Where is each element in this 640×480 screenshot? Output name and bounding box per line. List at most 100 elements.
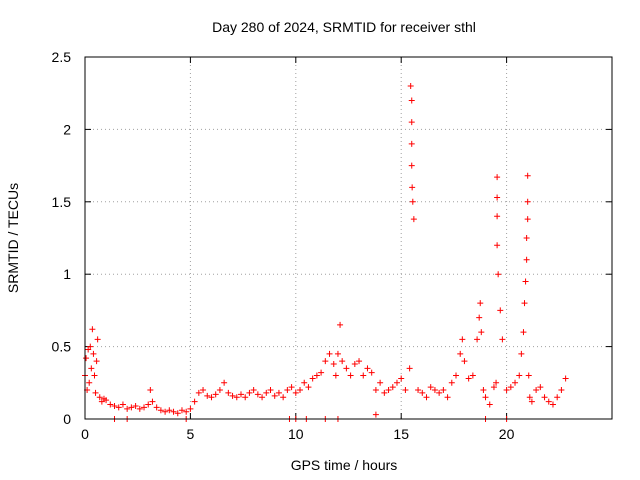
data-point (124, 405, 131, 412)
data-point (246, 389, 253, 396)
data-point (409, 184, 416, 191)
data-point (486, 401, 493, 408)
data-point (259, 394, 266, 401)
data-point (280, 394, 287, 401)
data-point (318, 369, 325, 376)
data-point (494, 213, 501, 220)
data-point (381, 389, 388, 396)
data-point (436, 389, 443, 396)
data-point (132, 402, 139, 409)
x-tick-label: 10 (288, 426, 304, 442)
data-point (457, 350, 464, 357)
data-point (478, 329, 485, 336)
data-point (523, 256, 530, 263)
data-point (141, 404, 148, 411)
data-point (136, 405, 143, 412)
data-point (195, 389, 202, 396)
data-point (330, 360, 337, 367)
data-point (322, 358, 329, 365)
data-point (469, 372, 476, 379)
data-point (526, 394, 533, 401)
data-point (415, 387, 422, 394)
data-point (332, 372, 339, 379)
data-point (212, 391, 219, 398)
data-point (174, 410, 181, 417)
data-point (200, 387, 207, 394)
data-point (337, 321, 344, 328)
data-point (477, 300, 484, 307)
x-tick-label: 0 (81, 426, 89, 442)
data-point (493, 379, 500, 386)
y-tick-label: 0 (63, 411, 71, 427)
data-point (364, 365, 371, 372)
data-point (558, 387, 565, 394)
data-point (305, 384, 312, 391)
data-point (549, 401, 556, 408)
data-point (351, 360, 358, 367)
data-point (313, 372, 320, 379)
data-point (157, 407, 164, 414)
data-point (115, 404, 122, 411)
data-point (92, 389, 99, 396)
data-point (408, 97, 415, 104)
data-point (521, 300, 528, 307)
y-tick-label: 2 (63, 121, 71, 137)
data-point (385, 387, 392, 394)
data-point (89, 326, 96, 333)
data-point (111, 402, 118, 409)
data-point (301, 379, 308, 386)
data-point (326, 350, 333, 357)
data-point (221, 379, 228, 386)
data-point (372, 387, 379, 394)
data-point (562, 375, 569, 382)
y-tick-label: 1.5 (52, 194, 72, 210)
x-tick-label: 15 (393, 426, 409, 442)
data-point (86, 379, 93, 386)
data-point (461, 358, 468, 365)
data-point (297, 387, 304, 394)
data-point (162, 408, 169, 415)
data-point (523, 235, 530, 241)
data-point (507, 384, 514, 391)
data-point (356, 358, 363, 365)
data-point (225, 389, 232, 396)
data-point (409, 198, 416, 205)
data-point (204, 392, 211, 399)
data-point (528, 398, 535, 405)
data-point (440, 387, 447, 394)
data-point (476, 314, 483, 321)
data-point (407, 82, 414, 89)
data-point (334, 350, 341, 357)
data-point (524, 172, 531, 179)
data-point (389, 384, 396, 391)
data-point (83, 355, 90, 362)
data-points (82, 82, 569, 422)
data-point (170, 408, 177, 415)
data-point (284, 387, 291, 394)
data-point (480, 387, 487, 394)
data-point (191, 398, 198, 405)
data-point (128, 404, 135, 411)
data-point (427, 384, 434, 391)
data-point (153, 404, 160, 411)
data-point (93, 358, 100, 365)
data-point (482, 394, 489, 401)
data-point (444, 394, 451, 401)
data-point (145, 401, 152, 408)
data-point (554, 394, 561, 401)
data-point (410, 216, 417, 223)
data-point (408, 140, 415, 147)
data-point (499, 336, 506, 343)
data-point (490, 384, 497, 391)
data-point (494, 174, 501, 181)
data-point (419, 389, 426, 396)
data-point (512, 379, 519, 386)
x-tick-label: 5 (187, 426, 195, 442)
data-point (87, 343, 94, 350)
data-point (518, 350, 525, 357)
data-point (288, 384, 295, 391)
data-point (503, 387, 510, 394)
data-point (525, 372, 532, 379)
data-point (107, 401, 114, 408)
